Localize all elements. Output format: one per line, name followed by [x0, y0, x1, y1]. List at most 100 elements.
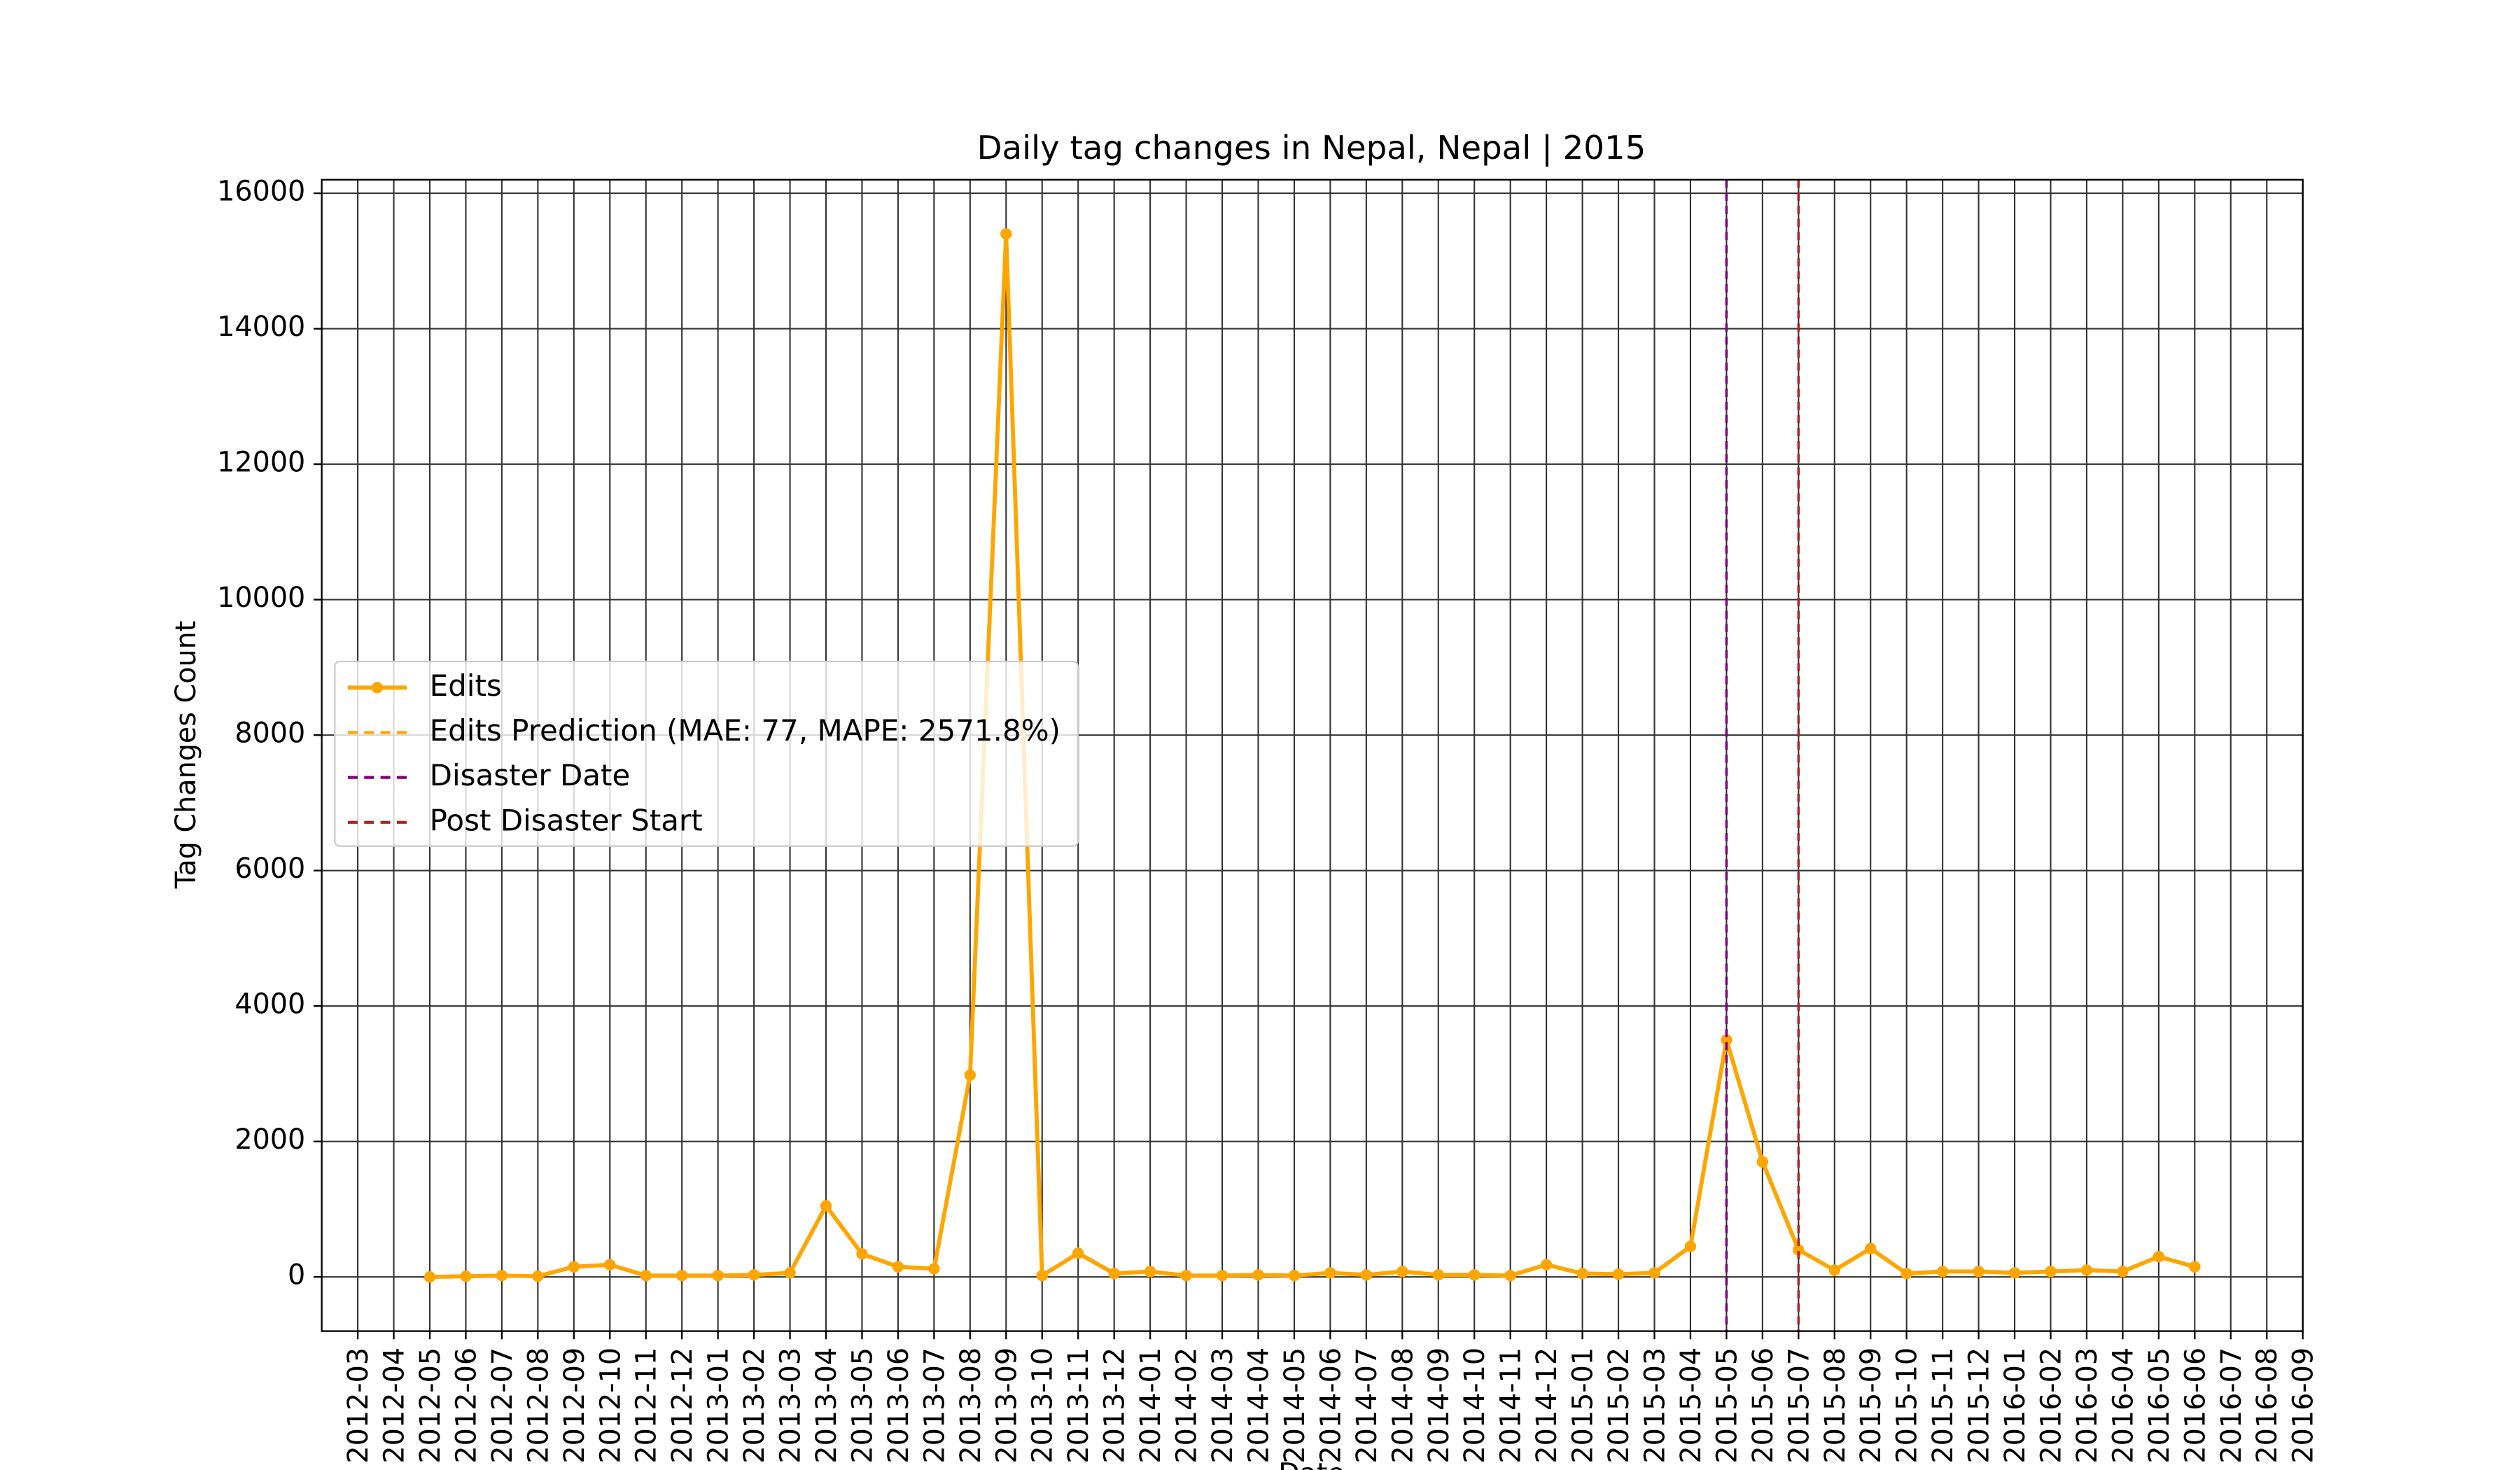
legend: Edits Edits Prediction (MAE: 77, MAPE: 25… — [334, 660, 1079, 847]
y-tick-label: 8000 — [234, 718, 305, 750]
x-tick-label: 2013-09 — [990, 1348, 1023, 1464]
x-tick-label: 2016-06 — [2179, 1348, 2211, 1464]
data-point — [1360, 1269, 1373, 1281]
data-point — [1900, 1268, 1912, 1280]
data-point — [1684, 1240, 1697, 1252]
y-tick-label: 2000 — [234, 1124, 305, 1156]
x-tick-label: 2014-06 — [1315, 1348, 1347, 1464]
x-tick-label: 2015-10 — [1891, 1348, 1924, 1464]
data-point — [2117, 1266, 2129, 1278]
x-tick-label: 2016-05 — [2143, 1348, 2176, 1464]
x-tick-label: 2014-08 — [1387, 1348, 1419, 1464]
x-tick-label: 2012-05 — [414, 1348, 447, 1464]
x-tick-label: 2015-07 — [1783, 1348, 1815, 1464]
grid: 0 2000 4000 6000 8000 10000 12000 14000 16000 201… — [217, 176, 2320, 1464]
x-tick-label: 2016-07 — [2216, 1348, 2248, 1464]
legend-box — [334, 660, 1079, 847]
x-tick-label: 2013-05 — [846, 1348, 878, 1464]
data-point — [1973, 1266, 1984, 1278]
x-tick-label: 2013-04 — [811, 1348, 843, 1464]
data-point — [1648, 1267, 1660, 1279]
x-tick-label: 2015-01 — [1567, 1348, 1600, 1464]
x-tick-label: 2014-11 — [1495, 1348, 1527, 1464]
y-tick-label: 10000 — [217, 582, 305, 614]
y-tick-label: 14000 — [217, 311, 305, 343]
legend-marker — [371, 682, 384, 694]
x-tick-label: 2016-08 — [2251, 1348, 2283, 1464]
x-tick-label: 2012-03 — [342, 1348, 374, 1464]
x-tick-label: 2014-12 — [1531, 1348, 1563, 1464]
x-tick-label: 2014-05 — [1279, 1348, 1311, 1464]
data-point — [1612, 1268, 1625, 1280]
x-tick-label: 2012-10 — [594, 1348, 626, 1464]
data-point — [1756, 1156, 1769, 1168]
x-tick-label: 2013-08 — [955, 1348, 987, 1464]
x-tick-label: 2016-04 — [2107, 1348, 2139, 1464]
data-point — [1108, 1268, 1120, 1280]
data-point — [712, 1270, 724, 1282]
data-point — [1432, 1269, 1444, 1281]
x-tick-label: 2013-07 — [918, 1348, 951, 1464]
x-tick-label: 2012-09 — [559, 1348, 591, 1464]
y-tick-label: 6000 — [234, 853, 305, 885]
data-point — [460, 1270, 472, 1282]
legend-label: Disaster Date — [430, 758, 631, 792]
data-point — [1072, 1247, 1084, 1259]
x-tick-label: 2012-06 — [450, 1348, 482, 1464]
x-tick-label: 2014-07 — [1351, 1348, 1383, 1464]
x-tick-label: 2016-09 — [2288, 1348, 2320, 1464]
data-point — [1396, 1266, 1408, 1278]
data-point — [2045, 1266, 2057, 1278]
x-tick-label: 2014-09 — [1423, 1348, 1455, 1464]
data-point — [568, 1261, 580, 1273]
data-point — [964, 1069, 976, 1082]
x-tick-label: 2014-10 — [1459, 1348, 1491, 1464]
x-tick-label: 2013-10 — [1027, 1348, 1059, 1464]
data-point — [1540, 1259, 1553, 1270]
x-tick-label: 2015-05 — [1711, 1348, 1743, 1464]
x-axis-label: Date — [1278, 1458, 1345, 1470]
x-tick-label: 2014-03 — [1207, 1348, 1239, 1464]
chart-title: Daily tag changes in Nepal, Nepal | 2015 — [977, 130, 1646, 167]
y-axis-label: Tag Changes Count — [170, 621, 202, 890]
x-tick-label: 2014-02 — [1171, 1348, 1203, 1464]
legend-label: Edits — [430, 668, 502, 703]
x-tick-label: 2012-08 — [522, 1348, 554, 1464]
data-point — [1721, 1034, 1732, 1046]
plot-marks — [424, 179, 2201, 1331]
x-tick-label: 2012-12 — [666, 1348, 699, 1464]
x-tick-label: 2015-11 — [1927, 1348, 1959, 1464]
x-tick-label: 2015-04 — [1675, 1348, 1707, 1464]
x-tick-label: 2016-03 — [2071, 1348, 2104, 1464]
x-tick-label: 2013-03 — [775, 1348, 807, 1464]
x-tick-label: 2015-06 — [1747, 1348, 1779, 1464]
data-point — [1000, 227, 1012, 240]
x-tick-label: 2015-03 — [1639, 1348, 1671, 1464]
data-point — [1828, 1264, 1840, 1276]
data-point — [748, 1269, 760, 1281]
y-tick-label: 4000 — [234, 988, 305, 1021]
x-tick-label: 2016-01 — [1999, 1348, 2031, 1464]
data-point — [1469, 1269, 1480, 1281]
legend-label: Post Disaster Start — [430, 803, 703, 837]
data-point — [1036, 1270, 1048, 1282]
data-point — [856, 1248, 868, 1260]
x-tick-label: 2013-06 — [883, 1348, 915, 1464]
data-point — [1252, 1269, 1264, 1281]
data-point — [1865, 1242, 1877, 1254]
data-point — [1576, 1268, 1588, 1280]
data-point — [928, 1263, 940, 1275]
x-tick-label: 2015-09 — [1855, 1348, 1887, 1464]
data-point — [676, 1270, 688, 1282]
y-tick-label: 0 — [288, 1259, 305, 1292]
data-point — [1324, 1267, 1336, 1279]
data-point — [640, 1270, 652, 1282]
x-tick-label: 2013-02 — [738, 1348, 771, 1464]
x-tick-label: 2012-04 — [379, 1348, 411, 1464]
legend-label: Edits Prediction (MAE: 77, MAPE: 2571.8%… — [430, 713, 1060, 748]
data-point — [2008, 1267, 2021, 1279]
data-point — [604, 1259, 616, 1270]
data-point — [2152, 1250, 2165, 1263]
data-point — [1793, 1244, 1805, 1256]
data-point — [1180, 1270, 1192, 1282]
